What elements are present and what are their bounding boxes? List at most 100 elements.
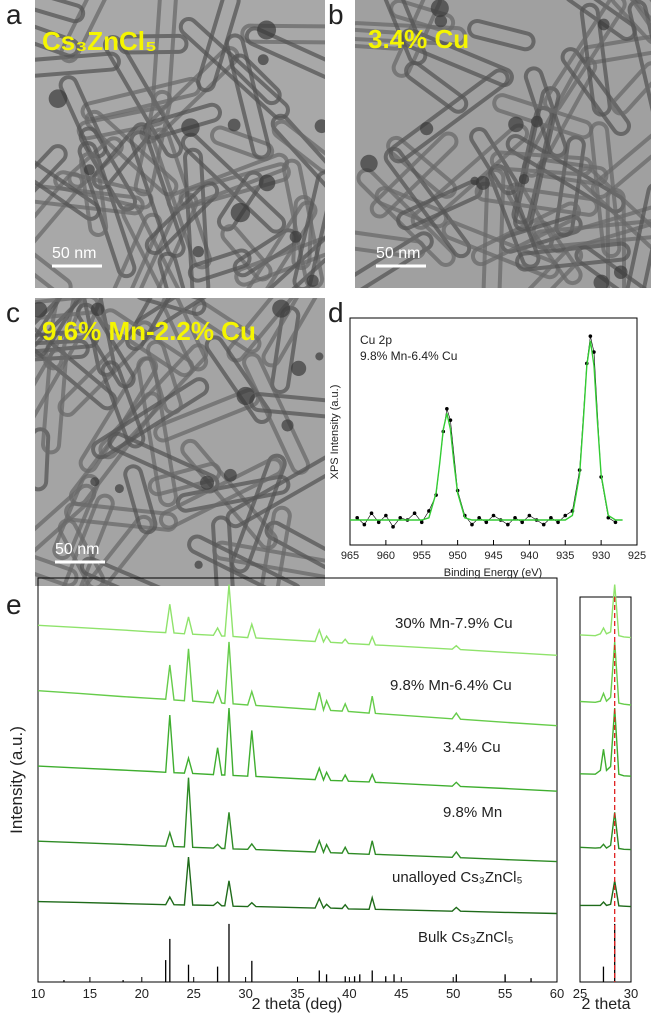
panel-label: a <box>6 0 22 30</box>
scale-bar-label: 50 nm <box>376 245 420 262</box>
scale-bar-label: 50 nm <box>52 245 96 262</box>
x-tick-label: 935 <box>556 550 574 562</box>
x-tick-label: 925 <box>628 550 646 562</box>
data-point <box>556 521 560 525</box>
x-tick-label: 45 <box>394 986 408 1001</box>
particle <box>259 175 276 192</box>
data-point <box>520 521 524 525</box>
particle <box>360 155 377 172</box>
particle <box>237 387 255 405</box>
particle <box>531 116 543 128</box>
particle <box>420 122 433 135</box>
data-point <box>506 523 510 527</box>
data-point <box>384 514 388 518</box>
x-axis-label: Binding Energy (eV) <box>444 567 542 579</box>
data-point <box>377 521 381 525</box>
curve <box>580 585 631 638</box>
tem-caption: 3.4% Cu <box>368 24 469 54</box>
tem-caption: Cs₃ZnCl₅ <box>42 26 157 56</box>
data-point <box>445 407 449 411</box>
annotation: Cu 2p <box>360 333 392 347</box>
curve <box>580 642 631 705</box>
particle <box>614 265 628 279</box>
data-trace <box>357 336 615 527</box>
series-label: 30% Mn-7.9% Cu <box>395 615 513 632</box>
plot-frame <box>580 597 631 982</box>
data-point <box>363 523 367 527</box>
particle <box>49 89 68 108</box>
particle <box>508 117 523 132</box>
panel-label: b <box>328 0 344 30</box>
x-axis-label: 2 theta <box>582 996 631 1013</box>
y-axis-label: Intensity (a.u.) <box>7 726 26 834</box>
x-tick-label: 15 <box>83 986 97 1001</box>
particle <box>594 275 610 291</box>
particle <box>181 118 199 136</box>
particle <box>224 469 237 482</box>
series-label: Bulk Cs₃ZnCl₅ <box>418 929 514 946</box>
series-label: unalloyed Cs₃ZnCl₅ <box>392 869 523 886</box>
particle <box>228 119 241 132</box>
particle <box>258 54 269 65</box>
particle <box>315 119 329 133</box>
data-point <box>492 514 496 518</box>
annotation: 9.8% Mn-6.4% Cu <box>360 349 457 363</box>
particle <box>281 419 293 431</box>
data-point <box>398 516 402 520</box>
x-tick-label: 50 <box>446 986 460 1001</box>
data-point <box>614 521 618 525</box>
particle <box>470 177 479 186</box>
particle <box>115 484 124 493</box>
x-tick-label: 40 <box>342 986 356 1001</box>
plot-frame <box>38 578 557 982</box>
x-tick-label: 960 <box>377 550 395 562</box>
particle <box>291 361 306 376</box>
x-tick-label: 10 <box>31 986 45 1001</box>
data-point <box>413 511 417 515</box>
particle <box>90 477 99 486</box>
chart: 965960955950945940935930925Binding Energ… <box>329 318 646 579</box>
data-point <box>589 334 593 338</box>
curve <box>580 812 631 849</box>
data-point <box>355 516 359 520</box>
data-point <box>420 521 424 525</box>
series-label: 9.8% Mn <box>443 804 502 821</box>
particle <box>257 20 276 39</box>
figure: Cs₃ZnCl₅ 3.4% Cu 9.6% Mn-2.2% Cu 50 nm 5… <box>0 0 651 1018</box>
x-tick-label: 965 <box>341 550 359 562</box>
x-tick-label: 20 <box>135 986 149 1001</box>
x-tick-label: 55 <box>498 986 512 1001</box>
curve <box>350 341 623 520</box>
data-point <box>563 514 567 518</box>
x-tick-label: 955 <box>413 550 431 562</box>
particle <box>272 300 290 318</box>
particle <box>315 352 323 360</box>
data-point <box>477 516 481 520</box>
particle <box>84 164 95 175</box>
curve <box>580 881 631 907</box>
tem-caption: 9.6% Mn-2.2% Cu <box>42 316 256 346</box>
data-point <box>513 516 517 520</box>
y-axis-label: XPS Intensity (a.u.) <box>329 385 341 480</box>
data-point <box>549 516 553 520</box>
particle <box>598 19 610 31</box>
scale-bar-label: 50 nm <box>55 541 99 558</box>
panel-label: e <box>6 589 22 620</box>
particle <box>91 303 104 316</box>
x-tick-label: 945 <box>484 550 502 562</box>
x-tick-label: 25 <box>186 986 200 1001</box>
data-point <box>391 525 395 529</box>
particle <box>290 231 302 243</box>
x-axis-label: 2 theta (deg) <box>252 996 343 1013</box>
x-tick-label: 930 <box>592 550 610 562</box>
panel-label: c <box>6 297 20 328</box>
particle <box>231 203 250 222</box>
data-point <box>370 511 374 515</box>
data-point <box>542 523 546 527</box>
particle <box>519 174 529 184</box>
data-point <box>528 514 532 518</box>
x-tick-label: 950 <box>448 550 466 562</box>
data-point <box>470 523 474 527</box>
